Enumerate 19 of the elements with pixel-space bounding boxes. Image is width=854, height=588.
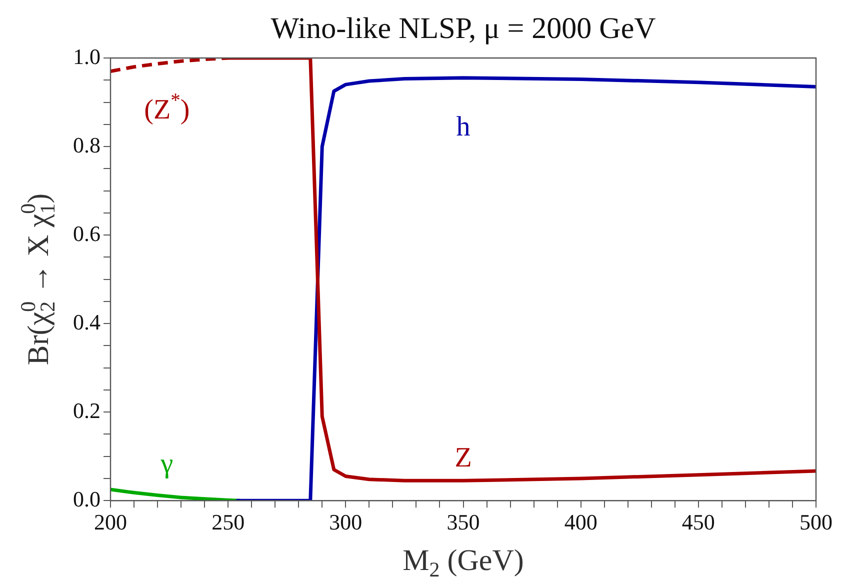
x-tick-label: 250 <box>212 510 245 535</box>
y-tick-label: 0.6 <box>73 220 100 246</box>
series-label: h <box>456 111 470 142</box>
y-axis-title: Br(χ20 → X χ10) <box>16 193 60 366</box>
x-tick-label: 350 <box>446 510 480 535</box>
series-label: (Z*) <box>144 90 190 126</box>
chart-title: Wino-like NLSP, μ = 2000 GeV <box>270 12 656 45</box>
y-tick-label: 0.4 <box>73 309 100 334</box>
x-tick-label: 500 <box>800 510 832 535</box>
y-tick-label: 0.8 <box>73 132 100 158</box>
series-label: γ <box>160 448 174 480</box>
x-tick-label: 400 <box>564 510 598 535</box>
series-label: Z <box>454 442 472 474</box>
x-tick-label: 450 <box>682 510 715 535</box>
y-tick-label: 1.0 <box>73 44 100 69</box>
y-tick-label: 0.0 <box>73 486 100 512</box>
x-tick-label: 300 <box>329 510 362 535</box>
y-tick-label: 0.2 <box>73 398 100 423</box>
x-tick-label: 200 <box>94 510 127 535</box>
